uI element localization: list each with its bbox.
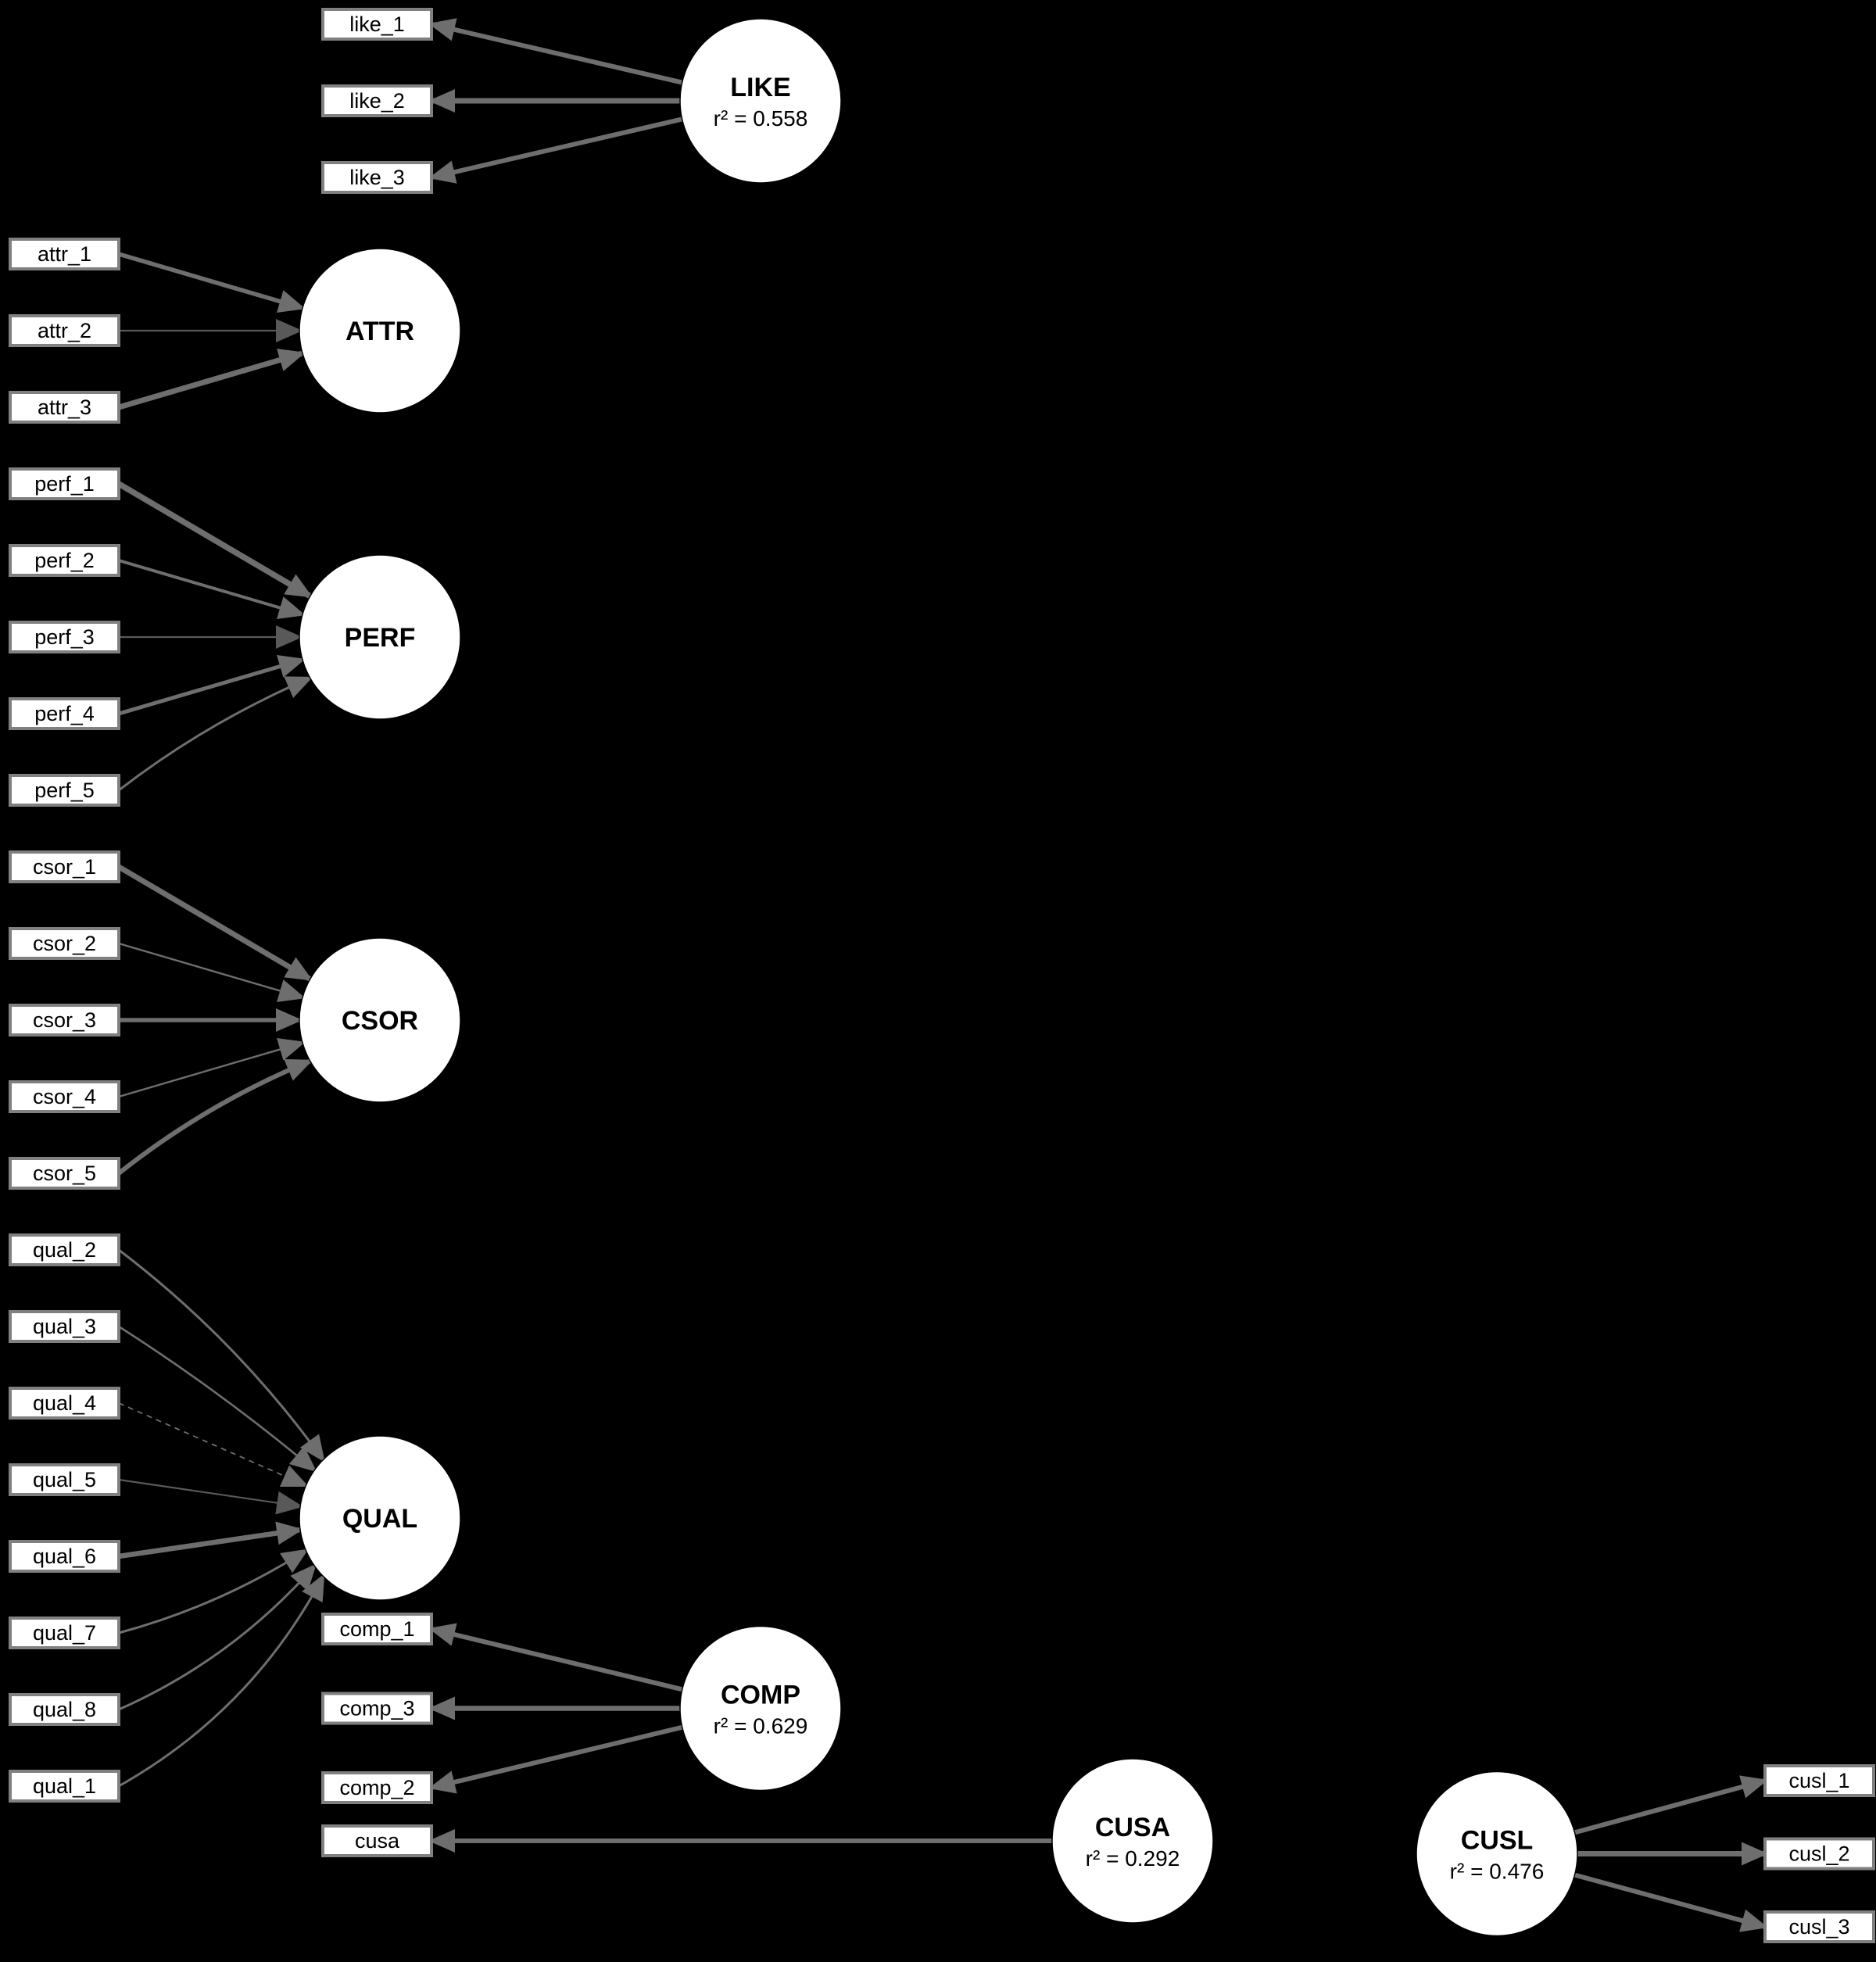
svg-text:qual_2: qual_2 [33, 1238, 96, 1262]
svg-text:like_3: like_3 [349, 166, 405, 189]
svg-text:like_1: like_1 [349, 13, 405, 36]
svg-text:csor_4: csor_4 [33, 1085, 96, 1108]
svg-text:comp_3: comp_3 [339, 1697, 414, 1720]
svg-text:CUSL: CUSL [1461, 1826, 1534, 1856]
svg-text:COMP: COMP [721, 1681, 800, 1710]
svg-text:csor_1: csor_1 [33, 855, 96, 879]
svg-text:r² = 0.558: r² = 0.558 [714, 106, 808, 131]
svg-text:perf_4: perf_4 [34, 702, 95, 725]
svg-text:LIKE: LIKE [730, 73, 790, 102]
svg-text:qual_8: qual_8 [33, 1698, 96, 1721]
svg-text:perf_5: perf_5 [34, 779, 95, 802]
svg-text:csor_3: csor_3 [33, 1008, 96, 1032]
svg-text:PERF: PERF [345, 623, 416, 653]
svg-text:csor_5: csor_5 [33, 1162, 96, 1185]
svg-text:comp_1: comp_1 [339, 1617, 414, 1641]
svg-text:csor_2: csor_2 [33, 932, 96, 955]
svg-text:QUAL: QUAL [342, 1504, 417, 1534]
svg-text:attr_3: attr_3 [38, 396, 91, 419]
svg-text:perf_1: perf_1 [34, 472, 95, 496]
svg-text:qual_4: qual_4 [33, 1391, 96, 1415]
svg-text:perf_2: perf_2 [34, 549, 95, 572]
svg-text:like_2: like_2 [349, 89, 405, 113]
svg-text:cusl_1: cusl_1 [1788, 1769, 1849, 1792]
svg-text:CUSA: CUSA [1095, 1813, 1170, 1842]
svg-text:comp_2: comp_2 [339, 1776, 414, 1799]
svg-text:r² = 0.476: r² = 0.476 [1450, 1860, 1545, 1884]
svg-text:cusl_2: cusl_2 [1788, 1842, 1849, 1866]
svg-text:CSOR: CSOR [342, 1006, 418, 1036]
svg-text:attr_1: attr_1 [38, 242, 91, 266]
svg-text:qual_7: qual_7 [33, 1621, 96, 1645]
svg-text:qual_3: qual_3 [33, 1315, 96, 1338]
svg-text:qual_5: qual_5 [33, 1468, 96, 1491]
svg-text:r² = 0.292: r² = 0.292 [1086, 1846, 1180, 1871]
svg-text:r² = 0.629: r² = 0.629 [714, 1714, 808, 1738]
svg-text:ATTR: ATTR [345, 317, 414, 346]
svg-text:qual_1: qual_1 [33, 1774, 96, 1798]
svg-text:attr_2: attr_2 [38, 319, 91, 342]
svg-text:perf_3: perf_3 [34, 625, 95, 649]
svg-text:cusa: cusa [355, 1829, 400, 1853]
svg-text:cusl_3: cusl_3 [1788, 1915, 1849, 1939]
svg-text:qual_6: qual_6 [33, 1545, 96, 1568]
